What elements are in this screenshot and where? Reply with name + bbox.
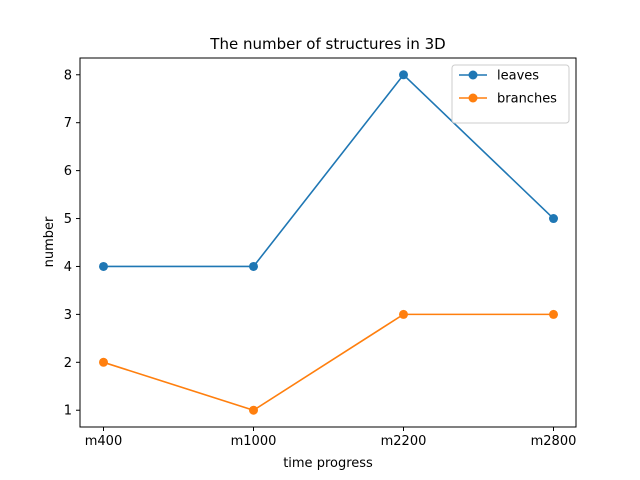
data-point-branches <box>399 309 408 319</box>
series-branches <box>99 309 558 415</box>
y-tick-label: 5 <box>64 212 72 227</box>
x-axis: m400 m1000 m2200 m2800 <box>85 427 577 449</box>
x-axis-title: time progress <box>283 456 373 471</box>
data-point-leaves <box>99 261 108 271</box>
legend-label: branches <box>497 92 557 107</box>
y-tick-label: 2 <box>64 356 72 371</box>
legend-item-leaves: leaves <box>459 69 539 84</box>
plot-frame <box>79 57 577 428</box>
legend-swatch-marker <box>468 93 478 103</box>
series-layer <box>99 70 558 415</box>
legend-label: leaves <box>497 69 539 84</box>
x-tick-label: m1000 <box>231 434 277 449</box>
legend-item-branches: branches <box>459 92 557 107</box>
y-tick-label: 1 <box>64 404 72 419</box>
data-point-leaves <box>399 70 408 80</box>
series-leaves <box>99 70 558 271</box>
data-point-branches <box>99 357 108 367</box>
y-tick-label: 7 <box>64 116 72 131</box>
data-point-leaves <box>249 261 258 271</box>
data-point-branches <box>249 405 258 415</box>
legend: leaves branches <box>451 64 570 124</box>
y-tick-label: 4 <box>64 260 72 275</box>
data-point-leaves <box>549 214 558 224</box>
chart-title: The number of structures in 3D <box>209 35 445 53</box>
data-point-branches <box>549 309 558 319</box>
y-axis-title: number <box>42 216 57 267</box>
y-tick-label: 6 <box>64 164 72 179</box>
series-line-branches <box>103 313 554 412</box>
y-tick-label: 3 <box>64 308 72 323</box>
x-tick-label: m400 <box>85 434 122 449</box>
x-tick-label: m2200 <box>381 434 427 449</box>
y-tick-label: 8 <box>64 68 72 83</box>
y-axis: 1 2 3 4 5 6 7 8 <box>64 68 80 419</box>
x-tick-label: m2800 <box>531 434 577 449</box>
legend-swatch-marker <box>468 70 478 80</box>
legend-box <box>451 64 570 124</box>
series-line-leaves <box>103 73 555 268</box>
